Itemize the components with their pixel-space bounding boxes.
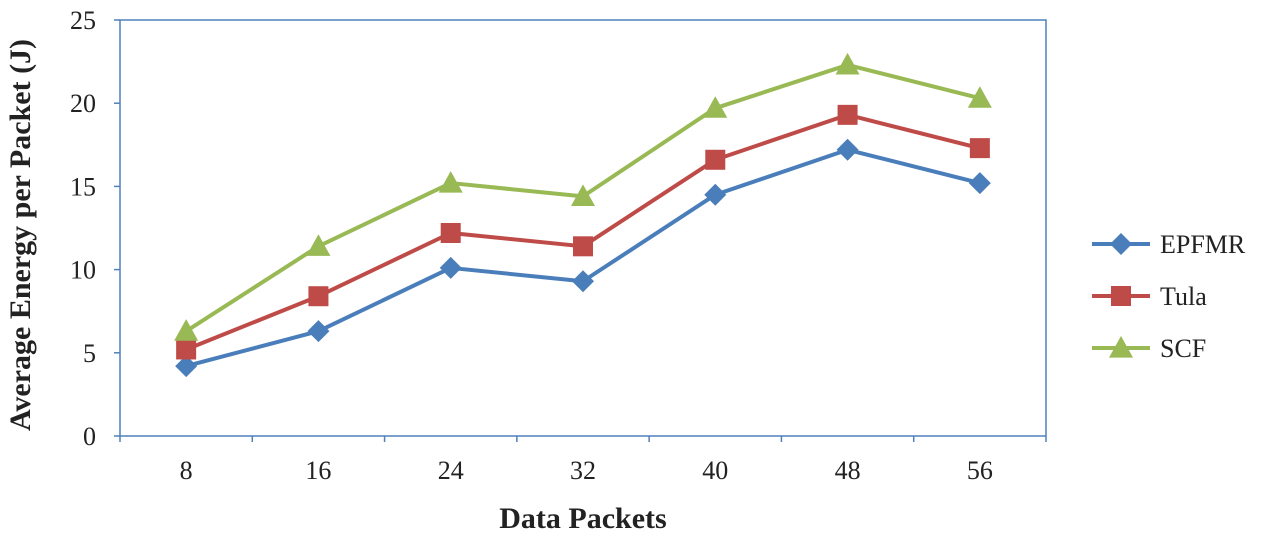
data-point-epfmr bbox=[836, 138, 859, 161]
x-tick-label: 24 bbox=[438, 456, 464, 485]
y-tick-label: 0 bbox=[83, 422, 96, 451]
data-point-epfmr bbox=[439, 256, 462, 279]
data-point-epfmr bbox=[175, 355, 198, 378]
legend-label-epfmr: EPFMR bbox=[1160, 230, 1246, 259]
data-point-scf bbox=[174, 319, 199, 341]
plot-frame bbox=[119, 19, 1047, 437]
legend-label-scf: SCF bbox=[1160, 334, 1206, 363]
x-tick-label: 32 bbox=[570, 456, 596, 485]
legend-marker-tula bbox=[1111, 286, 1131, 306]
series-scf bbox=[174, 52, 992, 341]
legend-item-scf: SCF bbox=[1092, 334, 1206, 363]
legend-item-tula: Tula bbox=[1092, 282, 1207, 311]
legend-marker-epfmr bbox=[1110, 233, 1132, 255]
data-point-tula bbox=[440, 222, 461, 243]
series-group bbox=[174, 52, 992, 378]
y-tick-label: 15 bbox=[70, 172, 96, 201]
legend-marker-scf bbox=[1109, 336, 1133, 358]
x-tick-label: 48 bbox=[835, 456, 861, 485]
data-point-scf bbox=[967, 86, 992, 108]
data-point-scf bbox=[306, 234, 331, 256]
data-point-tula bbox=[969, 138, 990, 159]
series-epfmr bbox=[175, 138, 991, 378]
series-tula bbox=[176, 104, 990, 360]
series-line-tula bbox=[185, 112, 981, 352]
legend-label-tula: Tula bbox=[1160, 282, 1207, 311]
y-tick-label: 20 bbox=[70, 89, 96, 118]
legend: EPFMR Tula SCF bbox=[1092, 230, 1246, 363]
y-tick-label: 25 bbox=[70, 6, 96, 35]
x-axis-ticks: 8 16 24 32 40 48 56 bbox=[119, 436, 1047, 485]
data-point-epfmr bbox=[704, 183, 727, 206]
legend-item-epfmr: EPFMR bbox=[1092, 230, 1246, 259]
y-axis-ticks: 0 5 10 15 20 25 bbox=[70, 6, 120, 451]
data-point-epfmr bbox=[968, 172, 991, 195]
data-point-epfmr bbox=[307, 320, 330, 343]
data-point-scf bbox=[571, 184, 595, 206]
x-tick-label: 56 bbox=[967, 456, 993, 485]
x-tick-label: 40 bbox=[702, 456, 728, 485]
data-point-scf bbox=[835, 52, 860, 75]
data-point-scf bbox=[703, 96, 728, 118]
x-tick-label: 16 bbox=[305, 456, 331, 485]
data-point-tula bbox=[308, 286, 329, 307]
y-tick-label: 10 bbox=[70, 256, 96, 285]
plot-area bbox=[119, 19, 1047, 437]
data-point-tula bbox=[176, 339, 197, 360]
data-point-epfmr bbox=[572, 270, 594, 293]
series-line-epfmr bbox=[185, 147, 981, 369]
x-tick-label: 8 bbox=[180, 456, 193, 485]
y-tick-label: 5 bbox=[83, 339, 96, 368]
data-point-tula bbox=[573, 236, 593, 257]
y-axis-title: Average Energy per Packet (J) bbox=[4, 39, 37, 431]
x-axis-title: Data Packets bbox=[499, 502, 666, 535]
data-point-scf bbox=[438, 171, 463, 193]
data-point-tula bbox=[705, 149, 726, 170]
data-point-tula bbox=[837, 104, 858, 125]
